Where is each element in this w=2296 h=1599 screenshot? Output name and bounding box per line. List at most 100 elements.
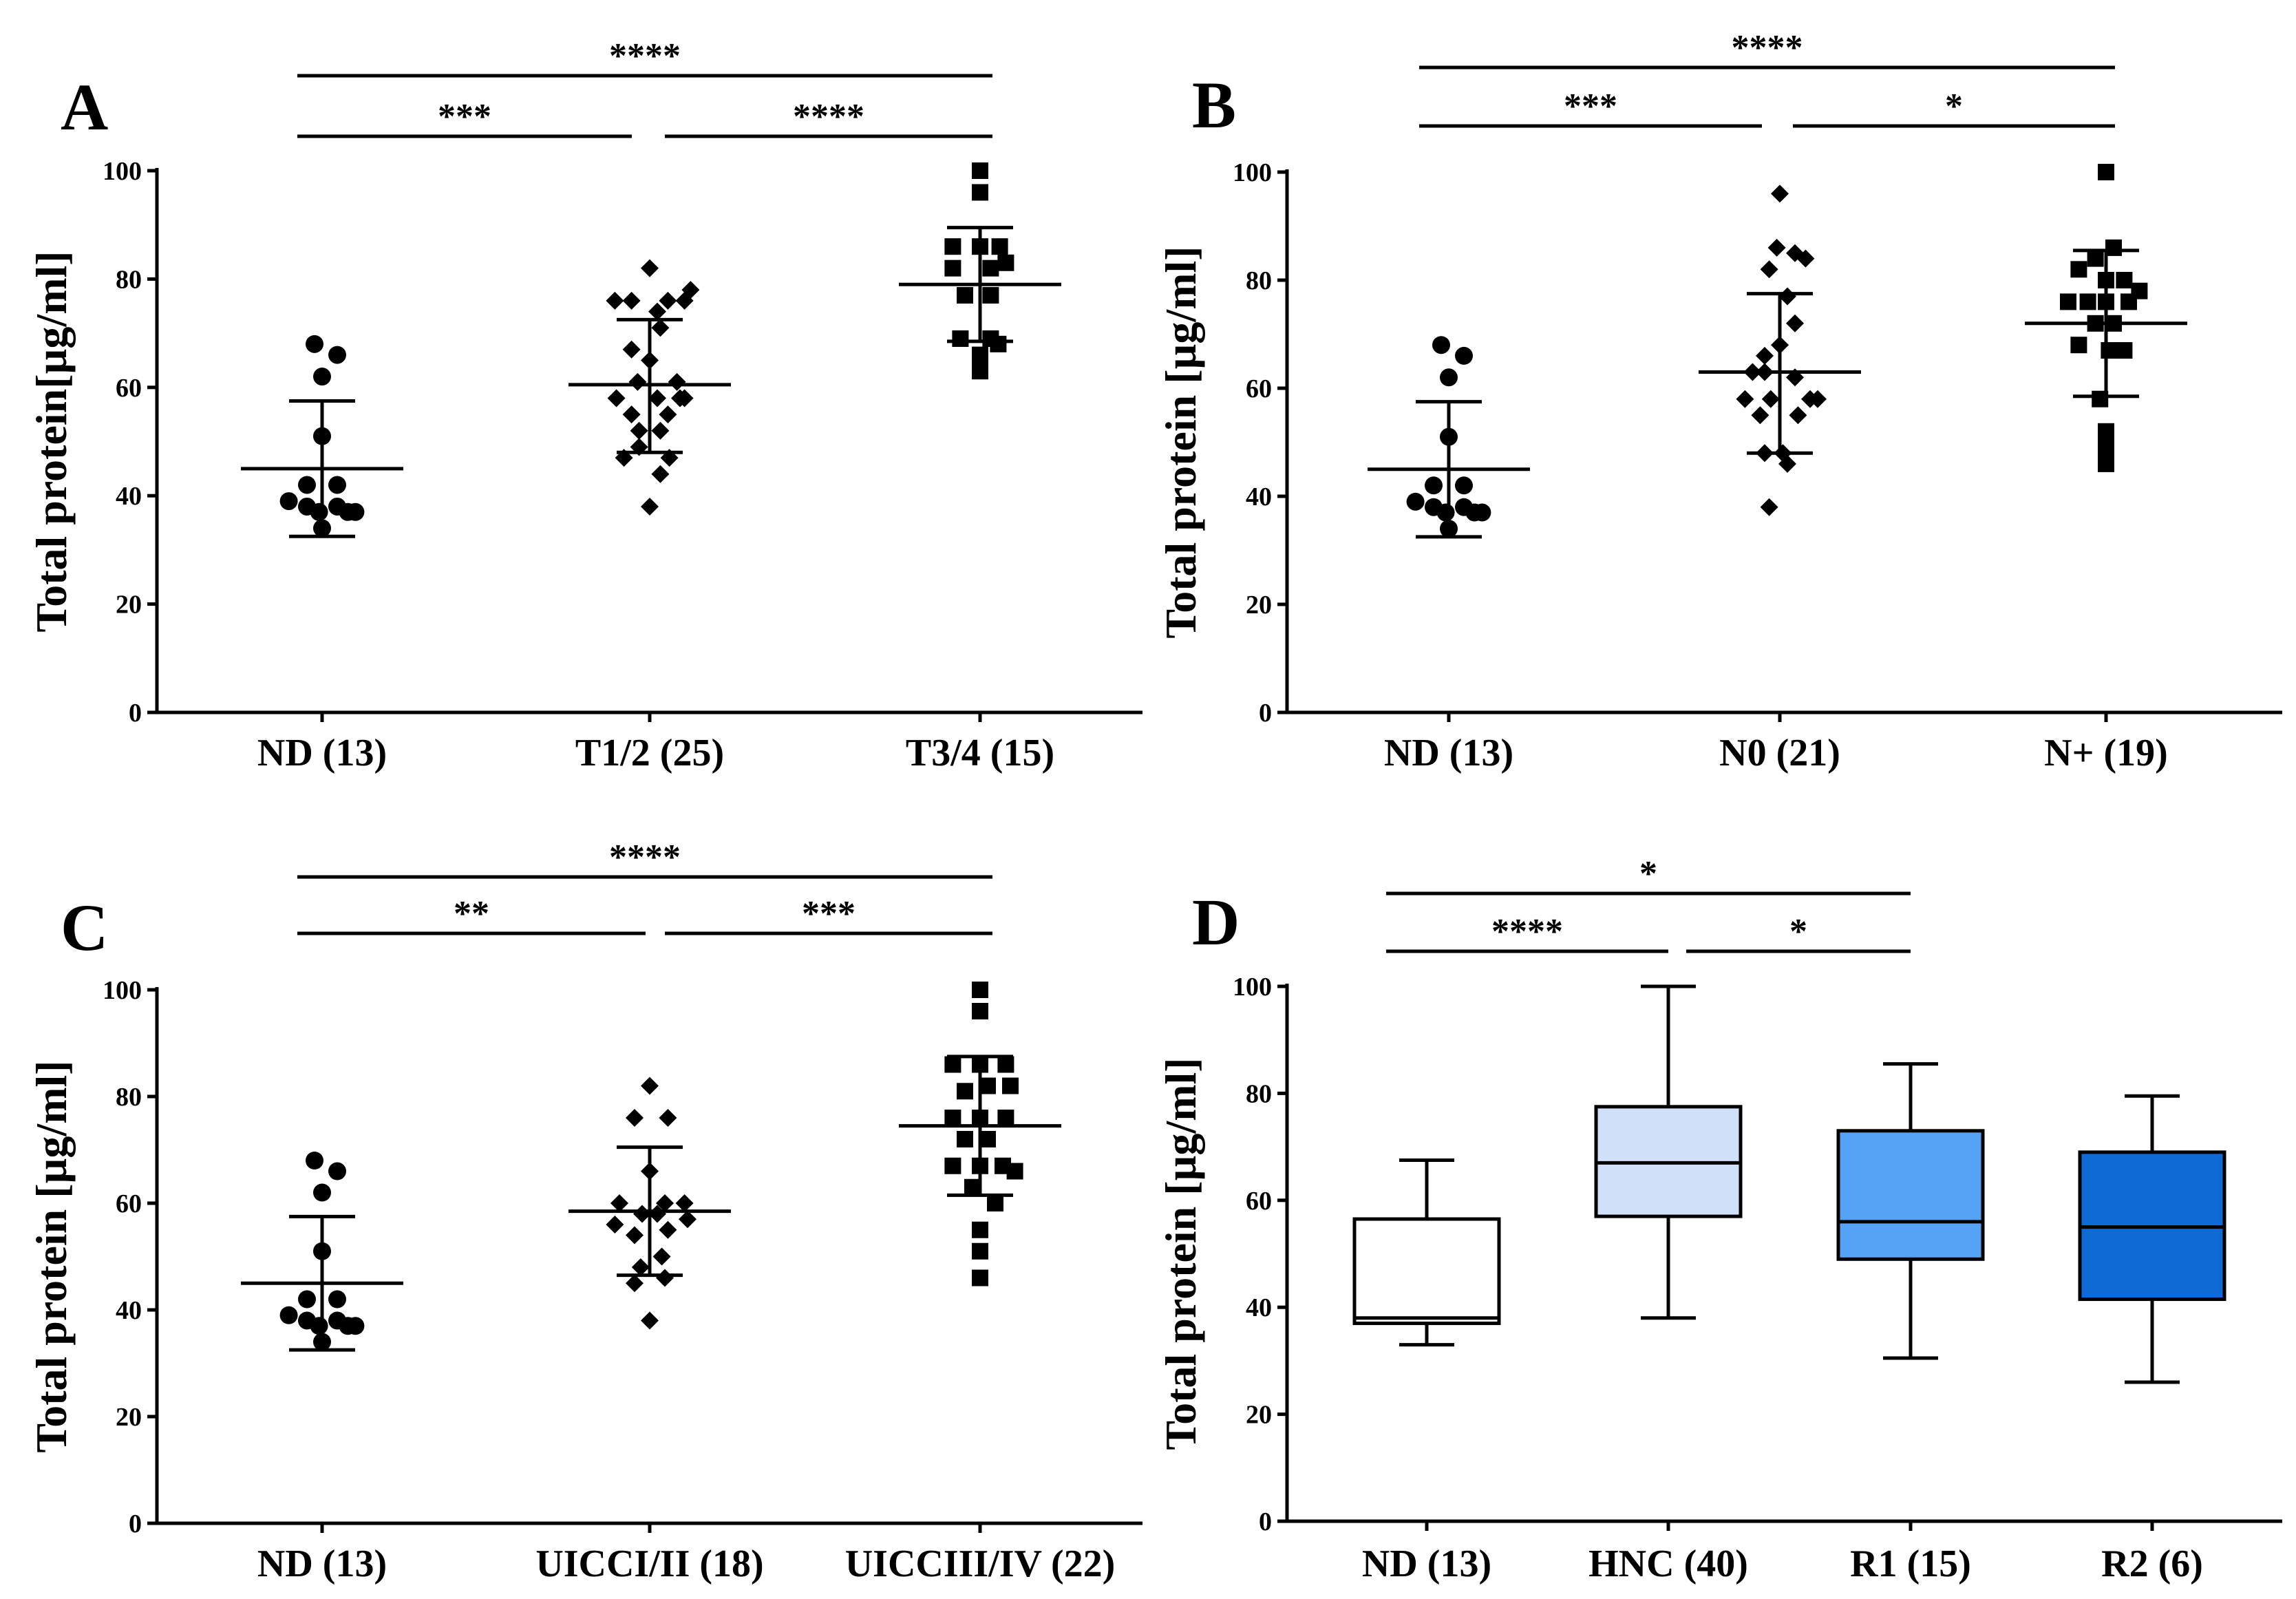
data-point-square <box>2070 261 2087 278</box>
y-tick-label: 100 <box>103 976 142 1005</box>
data-point-diamond <box>626 1226 644 1245</box>
data-point-square <box>2098 423 2114 440</box>
data-point-diamond <box>648 1205 666 1223</box>
data-point-square <box>2087 250 2104 267</box>
data-point-diamond <box>651 319 670 337</box>
data-point-square <box>982 287 999 304</box>
data-point-square <box>957 287 973 304</box>
x-category-label: N+ (19) <box>2044 732 2168 774</box>
data-point-diamond <box>651 465 670 483</box>
data-point-circle <box>1432 336 1450 354</box>
data-point-diamond <box>626 1109 644 1127</box>
significance-label: **** <box>1491 912 1563 951</box>
data-point-diamond <box>1760 498 1778 516</box>
data-point-diamond <box>656 1194 674 1212</box>
data-point-diamond <box>622 405 641 424</box>
data-point-circle <box>313 368 331 386</box>
data-point-diamond <box>659 1109 677 1127</box>
y-tick-label: 80 <box>116 265 142 294</box>
data-point-square <box>2098 439 2114 456</box>
data-point-diamond <box>659 1220 677 1239</box>
data-point-diamond <box>606 291 624 310</box>
significance-label: *** <box>438 97 491 136</box>
significance-label: **** <box>609 838 681 877</box>
x-category-label: ND (13) <box>257 732 387 774</box>
panel-b: B 0 20 40 60 80 100 ND (13) N0 (21) N+ (19) Total … <box>1156 28 2282 774</box>
y-tick-label: 0 <box>129 1510 142 1538</box>
data-point-square <box>972 346 988 363</box>
data-point-square <box>944 1157 961 1174</box>
data-point-circle <box>279 492 298 511</box>
data-point-circle <box>1406 492 1425 511</box>
data-point-circle <box>1436 503 1455 522</box>
data-point-diamond <box>679 1210 697 1229</box>
x-category-label: UICCI/II (18) <box>535 1543 763 1585</box>
data-point-diamond <box>659 291 677 310</box>
data-point-diamond <box>651 421 670 440</box>
y-tick-label: 40 <box>116 482 142 511</box>
x-category-label: HNC (40) <box>1588 1543 1748 1585</box>
data-point-square <box>972 363 988 380</box>
y-tick-label: 40 <box>1246 483 1272 511</box>
x-category-label: T1/2 (25) <box>575 732 724 774</box>
panel-letter-d: D <box>1192 885 1240 959</box>
data-point-diamond <box>675 1194 694 1212</box>
data-point-diamond <box>1761 390 1780 408</box>
data-point-square <box>982 260 999 277</box>
y-tick-label: 20 <box>116 1403 142 1432</box>
data-point-diamond <box>1809 390 1827 408</box>
data-point-circle <box>298 476 316 494</box>
data-point-square <box>987 1195 1003 1211</box>
significance-label: **** <box>793 97 864 136</box>
y-tick-label: 60 <box>1246 1187 1272 1216</box>
data-point-diamond <box>1778 454 1796 473</box>
data-point-circle <box>306 1152 323 1169</box>
y-tick-label: 40 <box>1246 1293 1272 1322</box>
significance-label: * <box>1789 912 1807 951</box>
data-point-circle <box>339 1317 357 1335</box>
data-point-square <box>2060 293 2076 310</box>
data-point-diamond <box>1796 249 1815 268</box>
data-point-diamond <box>1771 184 1789 203</box>
data-point-circle <box>1440 368 1458 387</box>
y-axis-title: Total protein[µg/ml] <box>27 251 76 632</box>
data-point-diamond <box>675 389 694 407</box>
data-point-circle <box>328 1290 346 1309</box>
data-point-diamond <box>610 1194 628 1212</box>
data-point-circle <box>328 346 346 364</box>
data-point-square <box>979 1077 996 1094</box>
data-point-square <box>944 1110 961 1126</box>
data-point-square <box>2120 293 2137 310</box>
data-point-square <box>957 1131 973 1147</box>
data-point-diamond <box>622 291 641 310</box>
data-point-diamond <box>628 372 647 391</box>
y-tick-label: 100 <box>1233 973 1272 1002</box>
y-tick-label: 100 <box>1233 158 1272 187</box>
data-point-diamond <box>668 372 686 391</box>
data-point-diamond <box>641 497 659 516</box>
y-tick-label: 60 <box>116 374 142 403</box>
panel-c: C 0 20 40 60 80 100 ND (13) UICCI/II (18) UICCIII… <box>27 838 1142 1585</box>
data-point-square <box>972 184 988 201</box>
y-tick-label: 80 <box>1246 266 1272 295</box>
data-point-diamond <box>630 421 648 440</box>
data-point-circle <box>328 476 346 494</box>
data-point-circle <box>339 502 357 521</box>
panel-letter-a: A <box>61 70 108 144</box>
data-point-circle <box>313 1183 331 1202</box>
data-point-circle <box>1425 476 1443 495</box>
x-category-label: ND (13) <box>1384 732 1513 774</box>
data-point-square <box>990 335 1007 352</box>
data-point-diamond <box>1760 260 1778 279</box>
y-axis-title: Total protein [µg/ml] <box>27 1060 76 1452</box>
data-point-diamond <box>652 1247 671 1266</box>
data-point-square <box>1002 1077 1019 1094</box>
data-point-square <box>2116 342 2133 359</box>
data-point-diamond <box>1736 390 1754 408</box>
panel-d: D 0 20 40 60 80 100 ND (13) HNC (40) R1 (15) R2 (6… <box>1156 854 2282 1585</box>
data-point-square <box>2105 239 2122 256</box>
data-point-square <box>2070 337 2087 354</box>
data-point-diamond <box>1756 346 1774 365</box>
box-iqr <box>1352 1217 1501 1326</box>
data-point-square <box>997 254 1014 271</box>
